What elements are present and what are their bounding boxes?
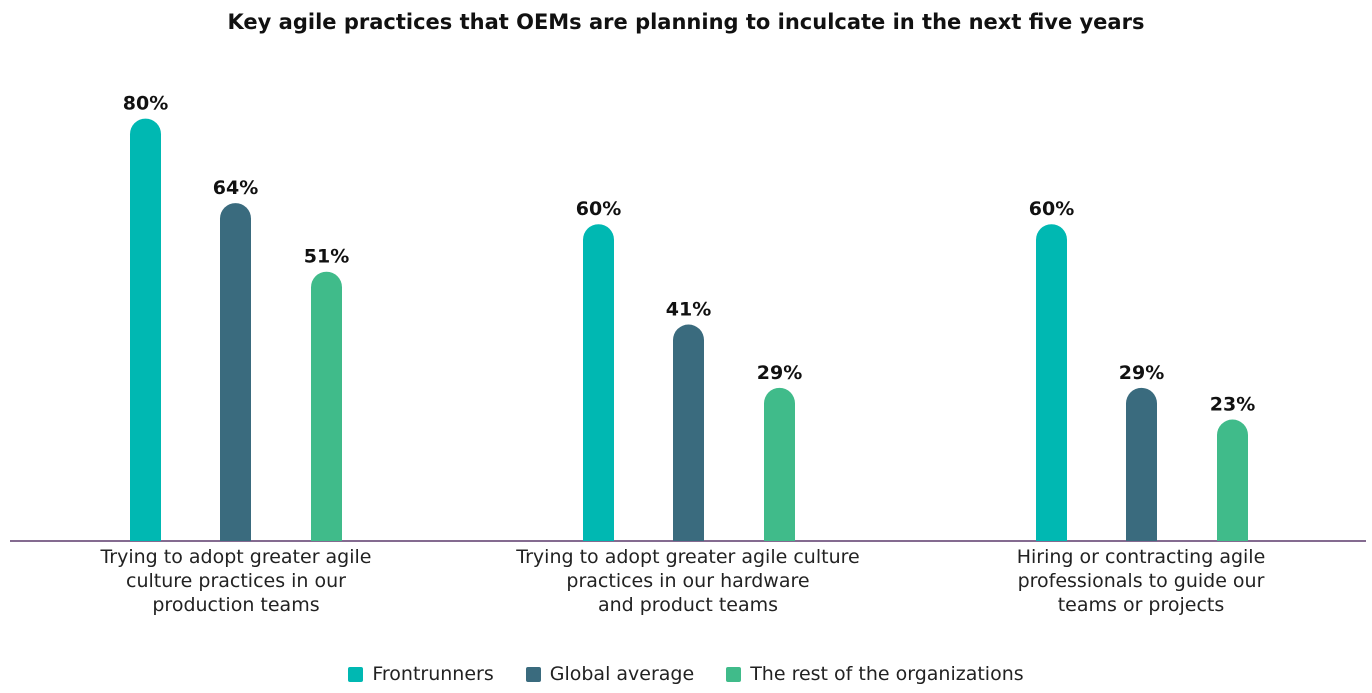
category-label-hardware-product-teams: Trying to adopt greater agile culture pr… — [516, 546, 860, 616]
bar-series0-cat1 — [583, 224, 614, 541]
legend-swatch-frontrunners — [348, 666, 364, 682]
category-label-production-teams: Trying to adopt greater agile culture pr… — [100, 546, 372, 616]
data-label-series0-cat0: 80% — [123, 93, 168, 115]
legend-swatch-rest-of-organizations — [726, 666, 742, 682]
legend-swatch-global-average — [525, 666, 541, 682]
bar-series1-cat0 — [220, 203, 251, 541]
category-label-hiring-agile-professionals: Hiring or contracting agile professional… — [1016, 546, 1266, 616]
bar-series1-cat2 — [1126, 387, 1157, 541]
legend-item-global-average: Global average — [525, 663, 695, 685]
legend-label-global-average: Global average — [549, 663, 695, 685]
data-label-series2-cat0: 51% — [304, 246, 349, 268]
data-label-series2-cat2: 23% — [1210, 394, 1255, 416]
bar-series0-cat0 — [130, 118, 161, 541]
bar-series2-cat0 — [311, 271, 342, 541]
bar-series2-cat1 — [764, 387, 795, 541]
legend-item-frontrunners: Frontrunners — [348, 663, 494, 685]
data-label-series2-cat1: 29% — [757, 362, 802, 384]
legend-label-rest-of-organizations: The rest of the organizations — [750, 663, 1024, 685]
chart-title: Key agile practices that OEMs are planni… — [227, 10, 1145, 34]
data-label-series1-cat0: 64% — [213, 177, 258, 199]
bar-series0-cat2 — [1036, 224, 1067, 541]
chart-legend: Frontrunners Global average The rest of … — [0, 663, 1372, 685]
legend-item-rest-of-organizations: The rest of the organizations — [726, 663, 1024, 685]
data-label-series0-cat1: 60% — [576, 198, 621, 220]
legend-label-frontrunners: Frontrunners — [372, 663, 494, 685]
data-label-series0-cat2: 60% — [1029, 198, 1074, 220]
data-label-series1-cat1: 41% — [666, 299, 711, 321]
bar-series1-cat1 — [673, 324, 704, 541]
data-label-series1-cat2: 29% — [1119, 362, 1164, 384]
bar-series2-cat2 — [1217, 419, 1248, 541]
